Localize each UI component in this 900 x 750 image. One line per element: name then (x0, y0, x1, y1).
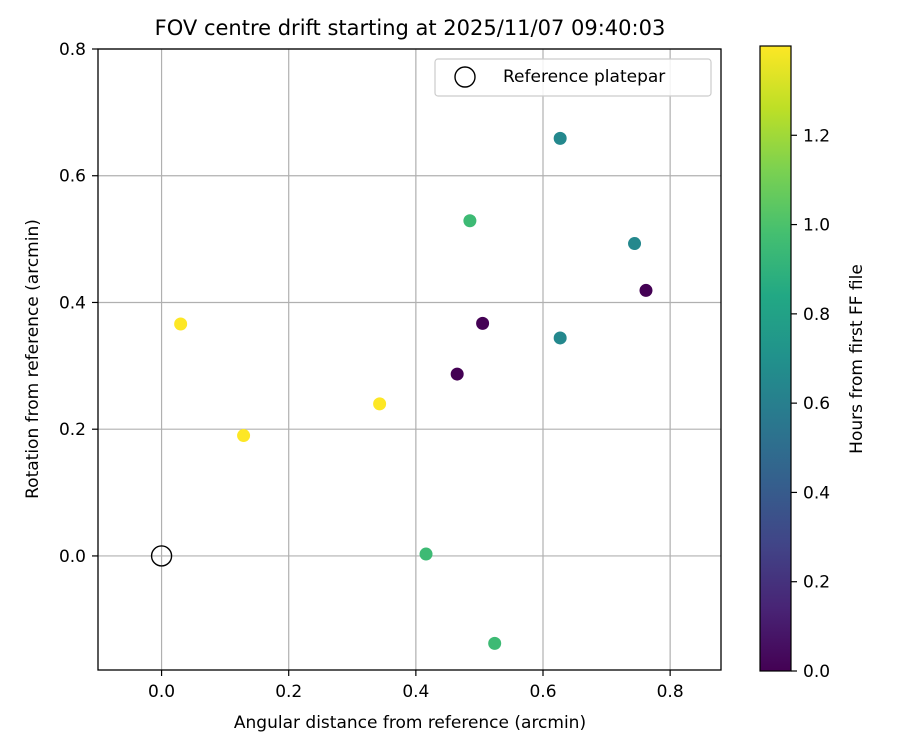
scatter-point (553, 131, 567, 145)
legend: Reference platepar (434, 58, 712, 97)
colorbar-tick-label: 0.4 (803, 483, 830, 503)
colorbar-tick-label: 0.2 (803, 573, 830, 593)
y-tick-label: 0.8 (59, 40, 86, 60)
grid (98, 48, 721, 670)
scatter-point (373, 397, 387, 411)
x-tick-label: 0.4 (402, 682, 429, 702)
x-tick-label: 0.6 (529, 682, 556, 702)
x-tick-label: 0.8 (657, 682, 684, 702)
reference-platepar-marker (150, 545, 173, 567)
scatter-point (476, 316, 490, 330)
chart-title: FOV centre drift starting at 2025/11/07 … (155, 16, 666, 40)
colorbar-tick-label: 0.8 (803, 305, 830, 325)
colorbar-label: Hours from first FF file (847, 264, 867, 454)
scatter-point (628, 237, 642, 251)
scatter-point (488, 636, 502, 650)
y-axis-ticks: 0.0 0.2 0.4 0.6 0.8 (59, 40, 98, 567)
scatter-points (150, 131, 653, 650)
y-tick-label: 0.6 (59, 167, 86, 187)
colorbar-gradient (759, 45, 792, 672)
colorbar-tick-label: 0.0 (803, 662, 830, 682)
scatter-point (553, 331, 567, 345)
x-tick-label: 0.0 (148, 682, 175, 702)
x-tick-label: 0.2 (275, 682, 302, 702)
colorbar-tick-label: 0.6 (803, 394, 830, 414)
colorbar-tick-label: 1.0 (803, 216, 830, 236)
plot-frame (97, 48, 722, 671)
scatter-point (450, 367, 464, 381)
scatter-point (237, 429, 251, 443)
colorbar: 0.0 0.2 0.4 0.6 0.8 1.0 1.2 Hours from first F… (759, 45, 867, 682)
scatter-point (639, 283, 653, 297)
scatter-point (174, 317, 188, 331)
x-axis-label: Angular distance from reference (arcmin) (234, 713, 586, 733)
y-axis-label: Rotation from reference (arcmin) (23, 219, 43, 499)
y-tick-label: 0.2 (59, 420, 86, 440)
legend-marker-open-circle (454, 66, 476, 88)
colorbar-ticks: 0.0 0.2 0.4 0.6 0.8 1.0 1.2 (791, 126, 830, 682)
legend-box (434, 58, 712, 97)
y-tick-label: 0.0 (59, 547, 86, 567)
scatter-point (463, 214, 477, 228)
y-tick-label: 0.4 (59, 293, 86, 313)
x-axis-ticks: 0.0 0.2 0.4 0.6 0.8 (148, 670, 684, 702)
scatter-point (419, 547, 433, 561)
legend-label: Reference platepar (503, 67, 665, 87)
colorbar-tick-label: 1.2 (803, 126, 830, 146)
